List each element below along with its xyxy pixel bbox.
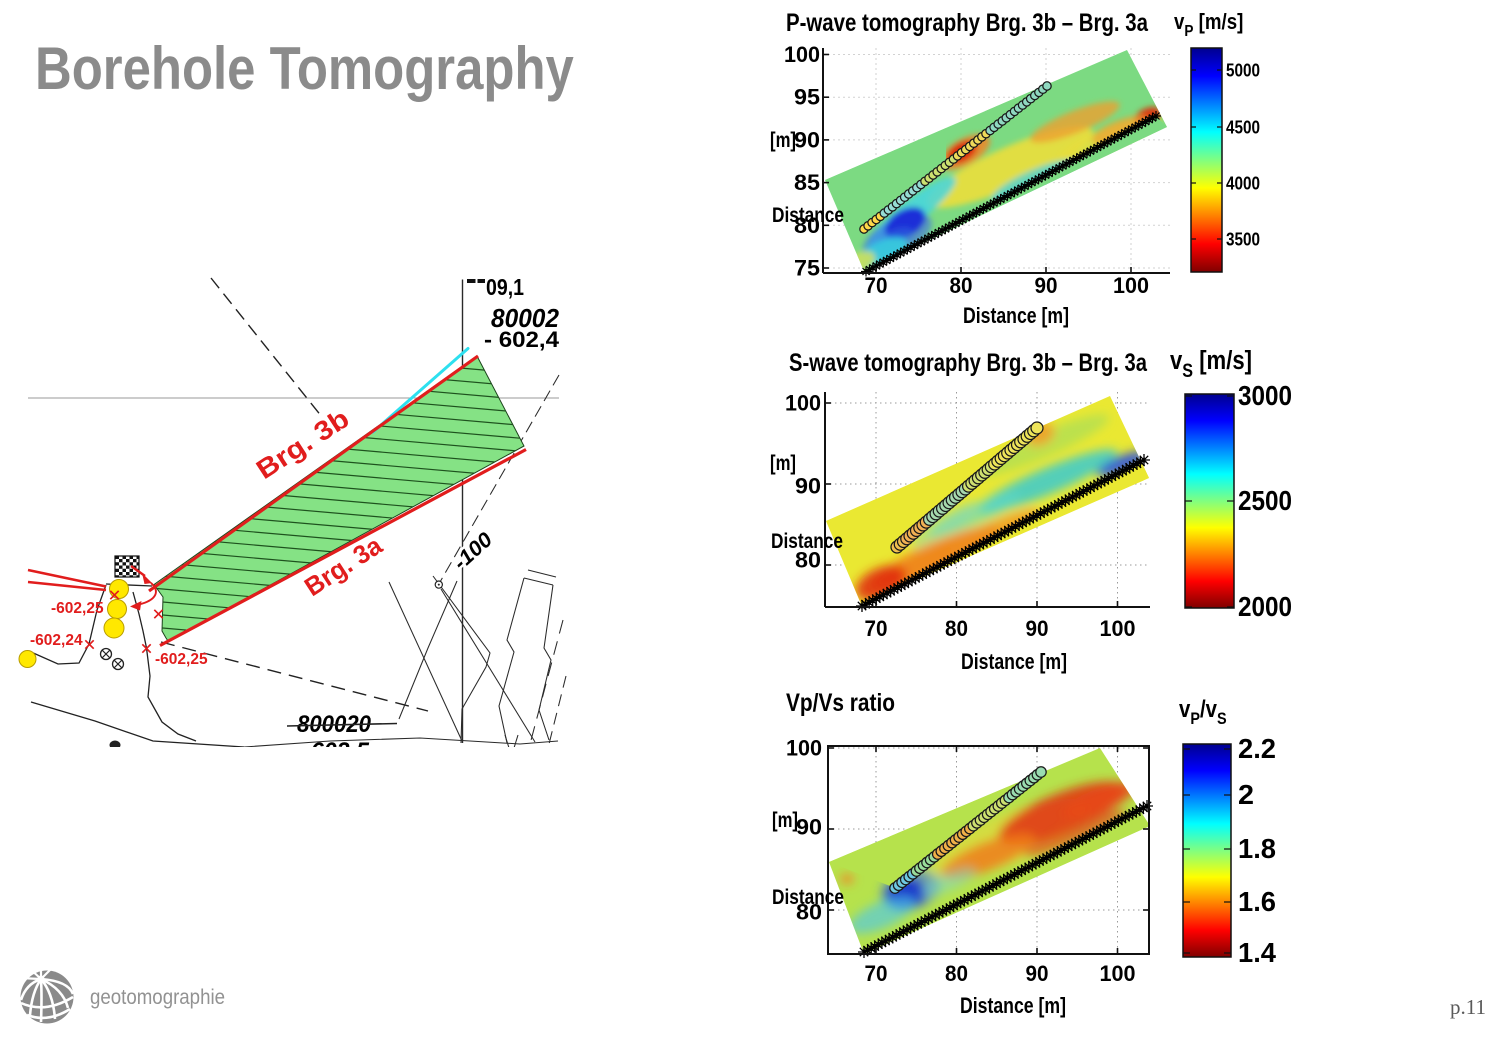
svg-text:P-wave tomography Brg. 3b – Br: P-wave tomography Brg. 3b – Brg. 3a <box>786 9 1149 37</box>
svg-text:80: 80 <box>945 961 968 986</box>
svg-text:90: 90 <box>794 127 820 152</box>
svg-text:2.2: 2.2 <box>1238 733 1276 764</box>
svg-text:95: 95 <box>794 85 820 110</box>
svg-text:90: 90 <box>1035 273 1058 298</box>
svg-text:Distance [m]: Distance [m] <box>961 649 1067 674</box>
svg-text:80002: 80002 <box>491 303 559 333</box>
svg-text:Distance [m]: Distance [m] <box>960 993 1066 1018</box>
svg-text:70: 70 <box>865 273 888 298</box>
svg-text:Vp/Vs ratio: Vp/Vs ratio <box>786 689 895 717</box>
svg-text:100: 100 <box>1113 273 1149 298</box>
svg-text:Borehole Tomography: Borehole Tomography <box>35 35 574 102</box>
svg-text:[m]: [m] <box>770 451 796 475</box>
svg-text:2: 2 <box>1238 779 1254 810</box>
svg-text:- 602,4: - 602,4 <box>484 327 560 352</box>
svg-text:80: 80 <box>795 548 821 573</box>
svg-text:[m]: [m] <box>770 128 796 152</box>
svg-text:80: 80 <box>950 273 973 298</box>
svg-text:75: 75 <box>794 256 820 281</box>
svg-text:2500: 2500 <box>1238 485 1292 516</box>
svg-text:100: 100 <box>1100 961 1136 986</box>
svg-text:80: 80 <box>794 213 820 238</box>
svg-text:4000: 4000 <box>1226 174 1260 194</box>
svg-text:Distance: Distance <box>772 885 844 909</box>
svg-text:1.8: 1.8 <box>1238 833 1276 864</box>
svg-text:90: 90 <box>795 474 821 499</box>
svg-text:100: 100 <box>1100 616 1136 641</box>
svg-text:4500: 4500 <box>1226 118 1260 138</box>
svg-text:geotomographie: geotomographie <box>90 986 225 1009</box>
svg-text:70: 70 <box>865 616 888 641</box>
svg-text:80: 80 <box>945 616 968 641</box>
svg-text:2000: 2000 <box>1238 591 1292 622</box>
svg-text:70: 70 <box>865 961 888 986</box>
svg-text:09,1: 09,1 <box>486 274 524 300</box>
svg-text:100: 100 <box>786 736 822 761</box>
svg-text:100: 100 <box>785 391 821 416</box>
svg-text:[m]: [m] <box>772 808 798 832</box>
svg-text:100: 100 <box>784 42 820 67</box>
svg-text:Distance: Distance <box>772 203 844 227</box>
svg-text:Distance: Distance <box>771 529 843 553</box>
svg-text:90: 90 <box>796 815 822 840</box>
svg-text:3500: 3500 <box>1226 230 1260 250</box>
svg-text:-602,25: -602,25 <box>155 651 208 668</box>
svg-text:1.6: 1.6 <box>1238 886 1276 917</box>
svg-text:Distance [m]: Distance [m] <box>963 303 1069 328</box>
svg-text:90: 90 <box>1026 961 1049 986</box>
svg-text:3000: 3000 <box>1238 380 1292 411</box>
svg-text:-602,25: -602,25 <box>51 600 104 617</box>
svg-text:S-wave tomography Brg. 3b – Br: S-wave tomography Brg. 3b – Brg. 3a <box>789 349 1148 377</box>
svg-text:5000: 5000 <box>1226 61 1260 81</box>
svg-text:1.4: 1.4 <box>1238 937 1276 968</box>
svg-text:vP [m/s]: vP [m/s] <box>1174 11 1243 41</box>
svg-text:85: 85 <box>794 170 820 195</box>
svg-text:-602,5: -602,5 <box>303 738 370 765</box>
svg-text:90: 90 <box>1026 616 1049 641</box>
svg-text:-602,24: -602,24 <box>30 632 83 649</box>
svg-text:p.11: p.11 <box>1450 995 1486 1019</box>
svg-text:80: 80 <box>796 900 822 925</box>
